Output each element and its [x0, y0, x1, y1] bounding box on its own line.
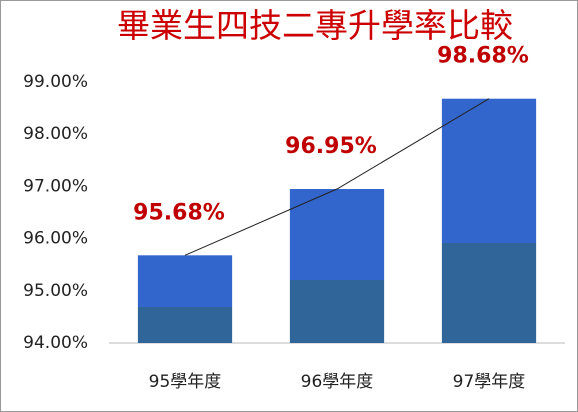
x-tick-label: 97學年度 [453, 372, 526, 392]
y-tick-label: 99.00% [23, 72, 88, 92]
y-tick-label: 94.00% [23, 333, 88, 353]
y-tick-label: 96.00% [23, 229, 88, 249]
value-label: 98.68% [437, 44, 529, 69]
chart-title: 畢業生四技二專升學率比較 [117, 6, 513, 45]
bar [441, 98, 537, 343]
bar [289, 189, 385, 343]
value-label: 95.68% [133, 200, 225, 225]
y-tick-label: 95.00% [23, 281, 88, 301]
y-tick-label: 98.00% [23, 124, 88, 144]
bar [137, 255, 233, 343]
value-label: 96.95% [285, 134, 377, 159]
x-tick-label: 95學年度 [149, 372, 222, 392]
y-tick-label: 97.00% [23, 176, 88, 196]
trend-line [184, 98, 490, 256]
x-tick-label: 96學年度 [301, 372, 374, 392]
